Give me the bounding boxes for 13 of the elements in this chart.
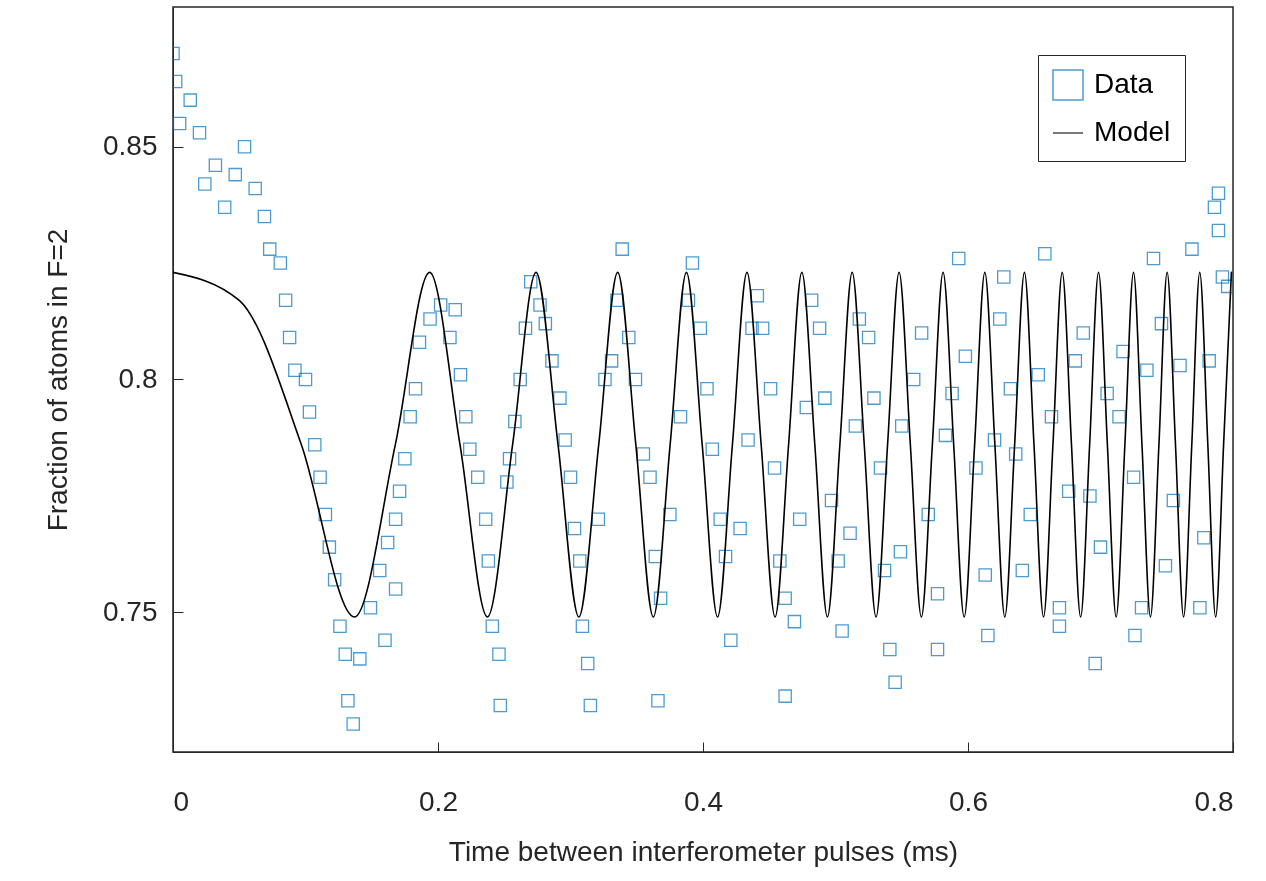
x-tick-label: 0.8: [1194, 785, 1234, 817]
line-series: [173, 271, 1233, 618]
y-axis-title: Fraction of atoms in F=2: [42, 228, 73, 532]
legend-label: Model: [1094, 116, 1171, 147]
y-tick-label: 0.75: [103, 595, 158, 627]
y-tick-label: 0.85: [103, 130, 158, 162]
y-tick-label: 0.8: [118, 363, 158, 394]
x-tick-label: 0: [173, 785, 190, 817]
x-axis-title: Time between interferometer pulses (ms): [448, 835, 959, 867]
legend-label: Data: [1094, 68, 1154, 99]
x-tick-label: 0.2: [419, 785, 458, 817]
x-tick-label: 0.6: [949, 785, 988, 817]
x-tick-label: 0.4: [684, 785, 723, 817]
